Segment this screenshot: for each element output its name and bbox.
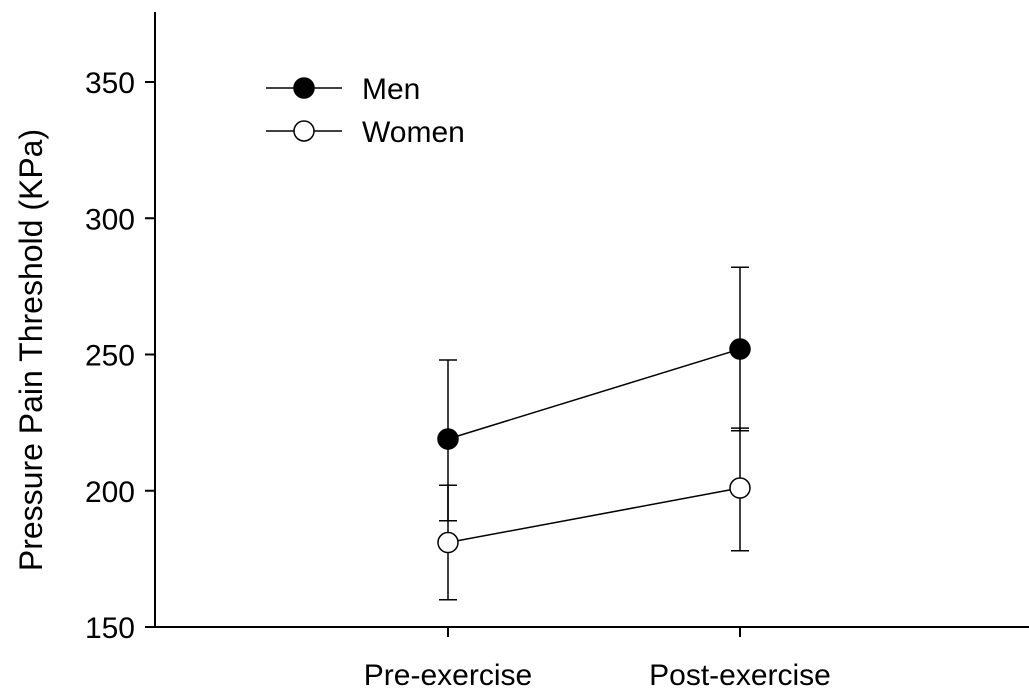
men-point-0 [437, 428, 459, 450]
y-ticks: 150 200 250 300 350 [85, 67, 155, 645]
legend: Men Women [266, 73, 465, 149]
axes [154, 12, 1029, 628]
series-men [437, 266, 751, 522]
legend-label-women: Women [362, 116, 465, 149]
y-tick-label-350: 350 [85, 67, 135, 100]
women-point-0 [437, 531, 459, 554]
y-tick-label-250: 250 [85, 340, 135, 373]
series-women [437, 427, 751, 601]
series [437, 266, 751, 601]
legend-marker-men [293, 77, 315, 99]
men-series-line [447, 348, 741, 440]
y-tick-label-150: 150 [85, 612, 135, 645]
women-point-1 [729, 477, 751, 499]
y-tick-label-200: 200 [85, 476, 135, 509]
y-tick-label-300: 300 [85, 203, 135, 236]
men-point-1 [729, 338, 751, 360]
legend-item-men: Men [266, 73, 420, 106]
legend-label-men: Men [362, 73, 420, 106]
legend-marker-women [293, 120, 315, 142]
x-tick-label-0: Pre-exercise [364, 659, 532, 692]
x-tick-label-1: Post-exercise [649, 659, 831, 692]
x-ticks: Pre-exercise Post-exercise [364, 627, 831, 692]
y-axis-title: Pressure Pain Threshold (KPa) [13, 129, 49, 571]
women-series-line [447, 487, 741, 544]
legend-item-women: Women [266, 116, 465, 149]
